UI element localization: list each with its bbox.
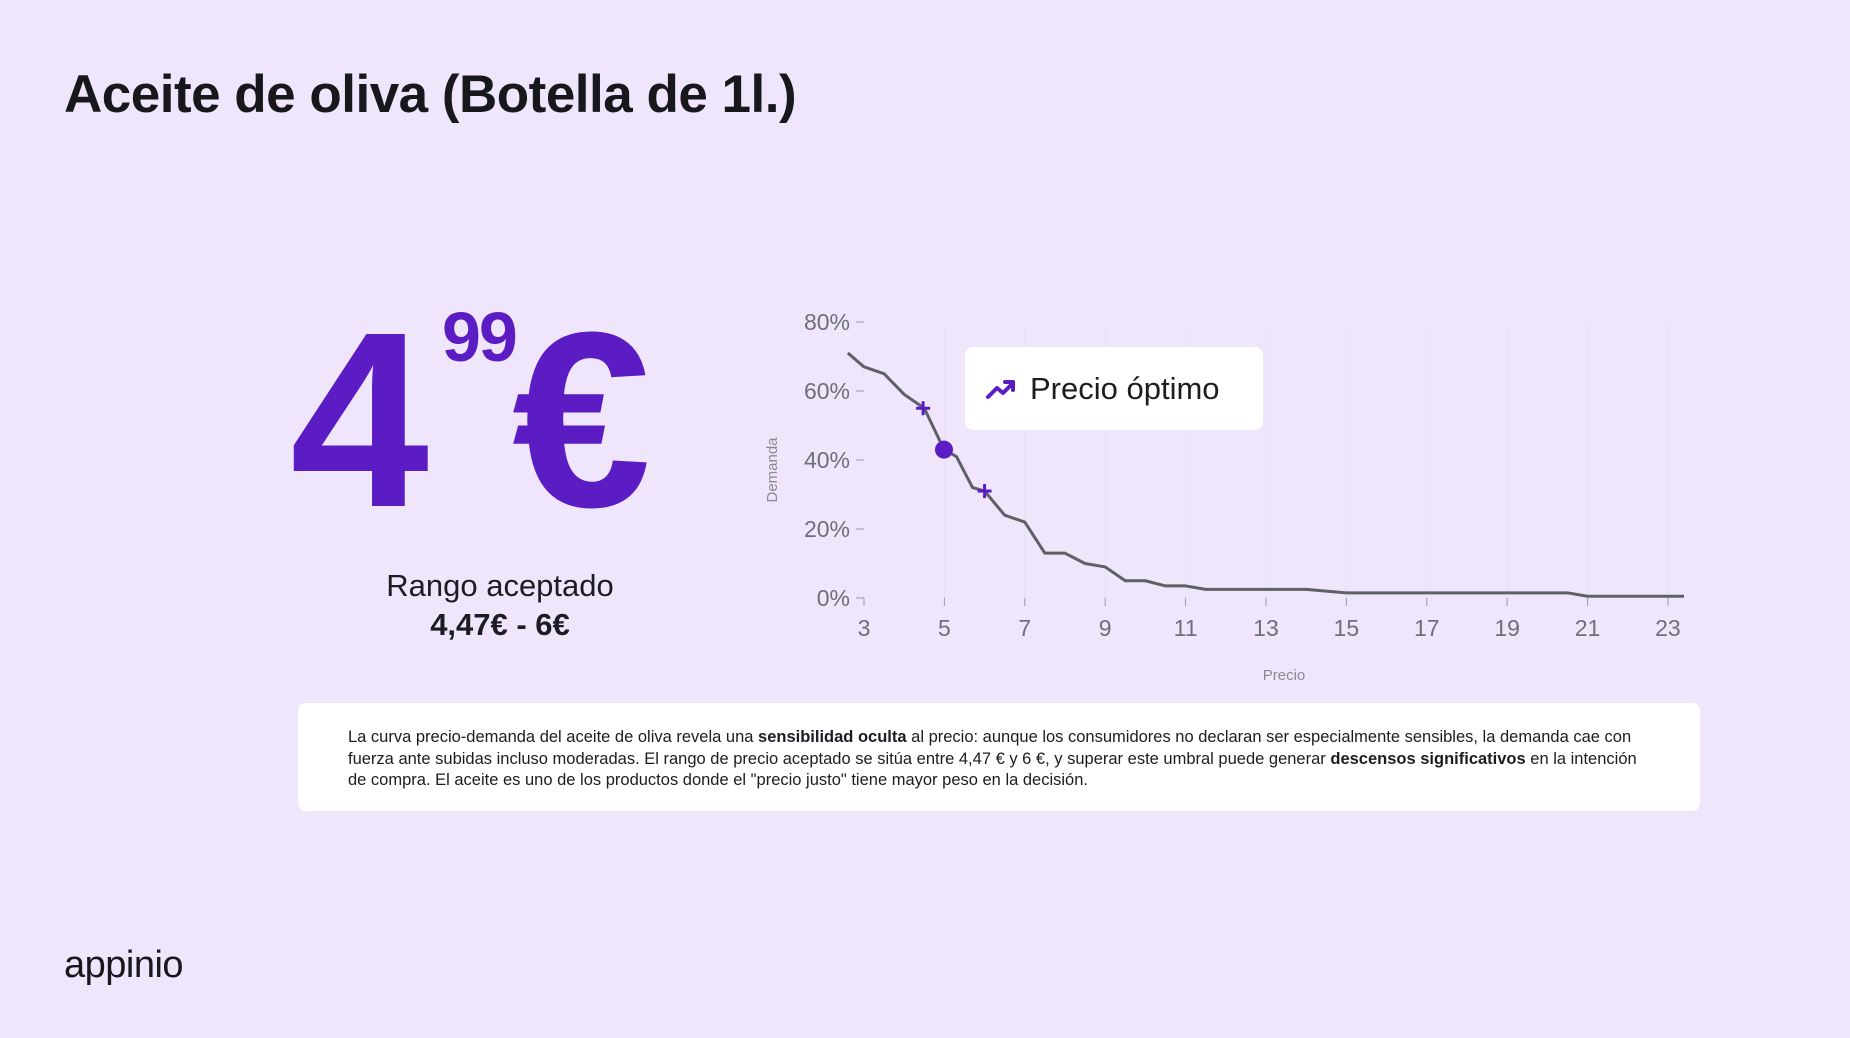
x-axis-title: Precio [1263,667,1306,684]
description-highlight: descensos significativos [1330,749,1526,768]
callout-label: Precio óptimo [1030,370,1220,406]
range-value: 4,47€ - 6€ [430,607,570,642]
x-tick-label: 17 [1414,615,1440,641]
range-limit-marker [916,401,931,416]
description-highlight: sensibilidad oculta [758,728,907,746]
trending-up-icon [986,379,1015,399]
range-label: Rango aceptado [386,568,614,603]
price-currency: € [512,280,651,559]
x-tick-label: 3 [858,615,871,641]
y-tick-label: 20% [804,516,850,542]
x-tick-label: 13 [1253,615,1279,641]
optimal-price: 4 99 € [290,290,730,550]
x-tick-label: 5 [938,615,951,641]
x-tick-label: 23 [1655,615,1681,641]
y-tick-label: 80% [804,309,850,335]
price-integer: 4 [290,280,429,559]
y-tick-label: 0% [817,585,850,611]
description-text: al precio: aunque los consumidores no de… [348,728,1632,768]
x-tick-label: 9 [1099,615,1112,641]
y-tick-label: 40% [804,447,850,473]
x-tick-label: 21 [1575,615,1601,641]
description-card: La curva precio-demanda del aceite de ol… [298,703,1700,811]
x-tick-label: 7 [1018,615,1031,641]
optimal-price-callout: Precio óptimo [965,347,1263,430]
range-limit-marker [977,484,992,499]
optimal-price-dot [934,440,953,459]
x-tick-label: 11 [1174,615,1198,641]
description-text: en la intención de compra. El aceite es … [348,749,1637,790]
y-axis-title: Demanda [764,437,781,503]
page-title: Aceite de oliva (Botella de 1l.) [64,65,797,124]
description-text: La curva precio-demanda del aceite de ol… [348,728,759,746]
x-tick-label: 19 [1494,615,1520,641]
x-tick-label: 15 [1334,615,1360,641]
accepted-range: Rango aceptado 4,47€ - 6€ [300,566,700,644]
price-decimal: 99 [442,298,518,376]
y-tick-label: 60% [804,378,850,404]
appinio-logo: appinio [64,944,184,986]
